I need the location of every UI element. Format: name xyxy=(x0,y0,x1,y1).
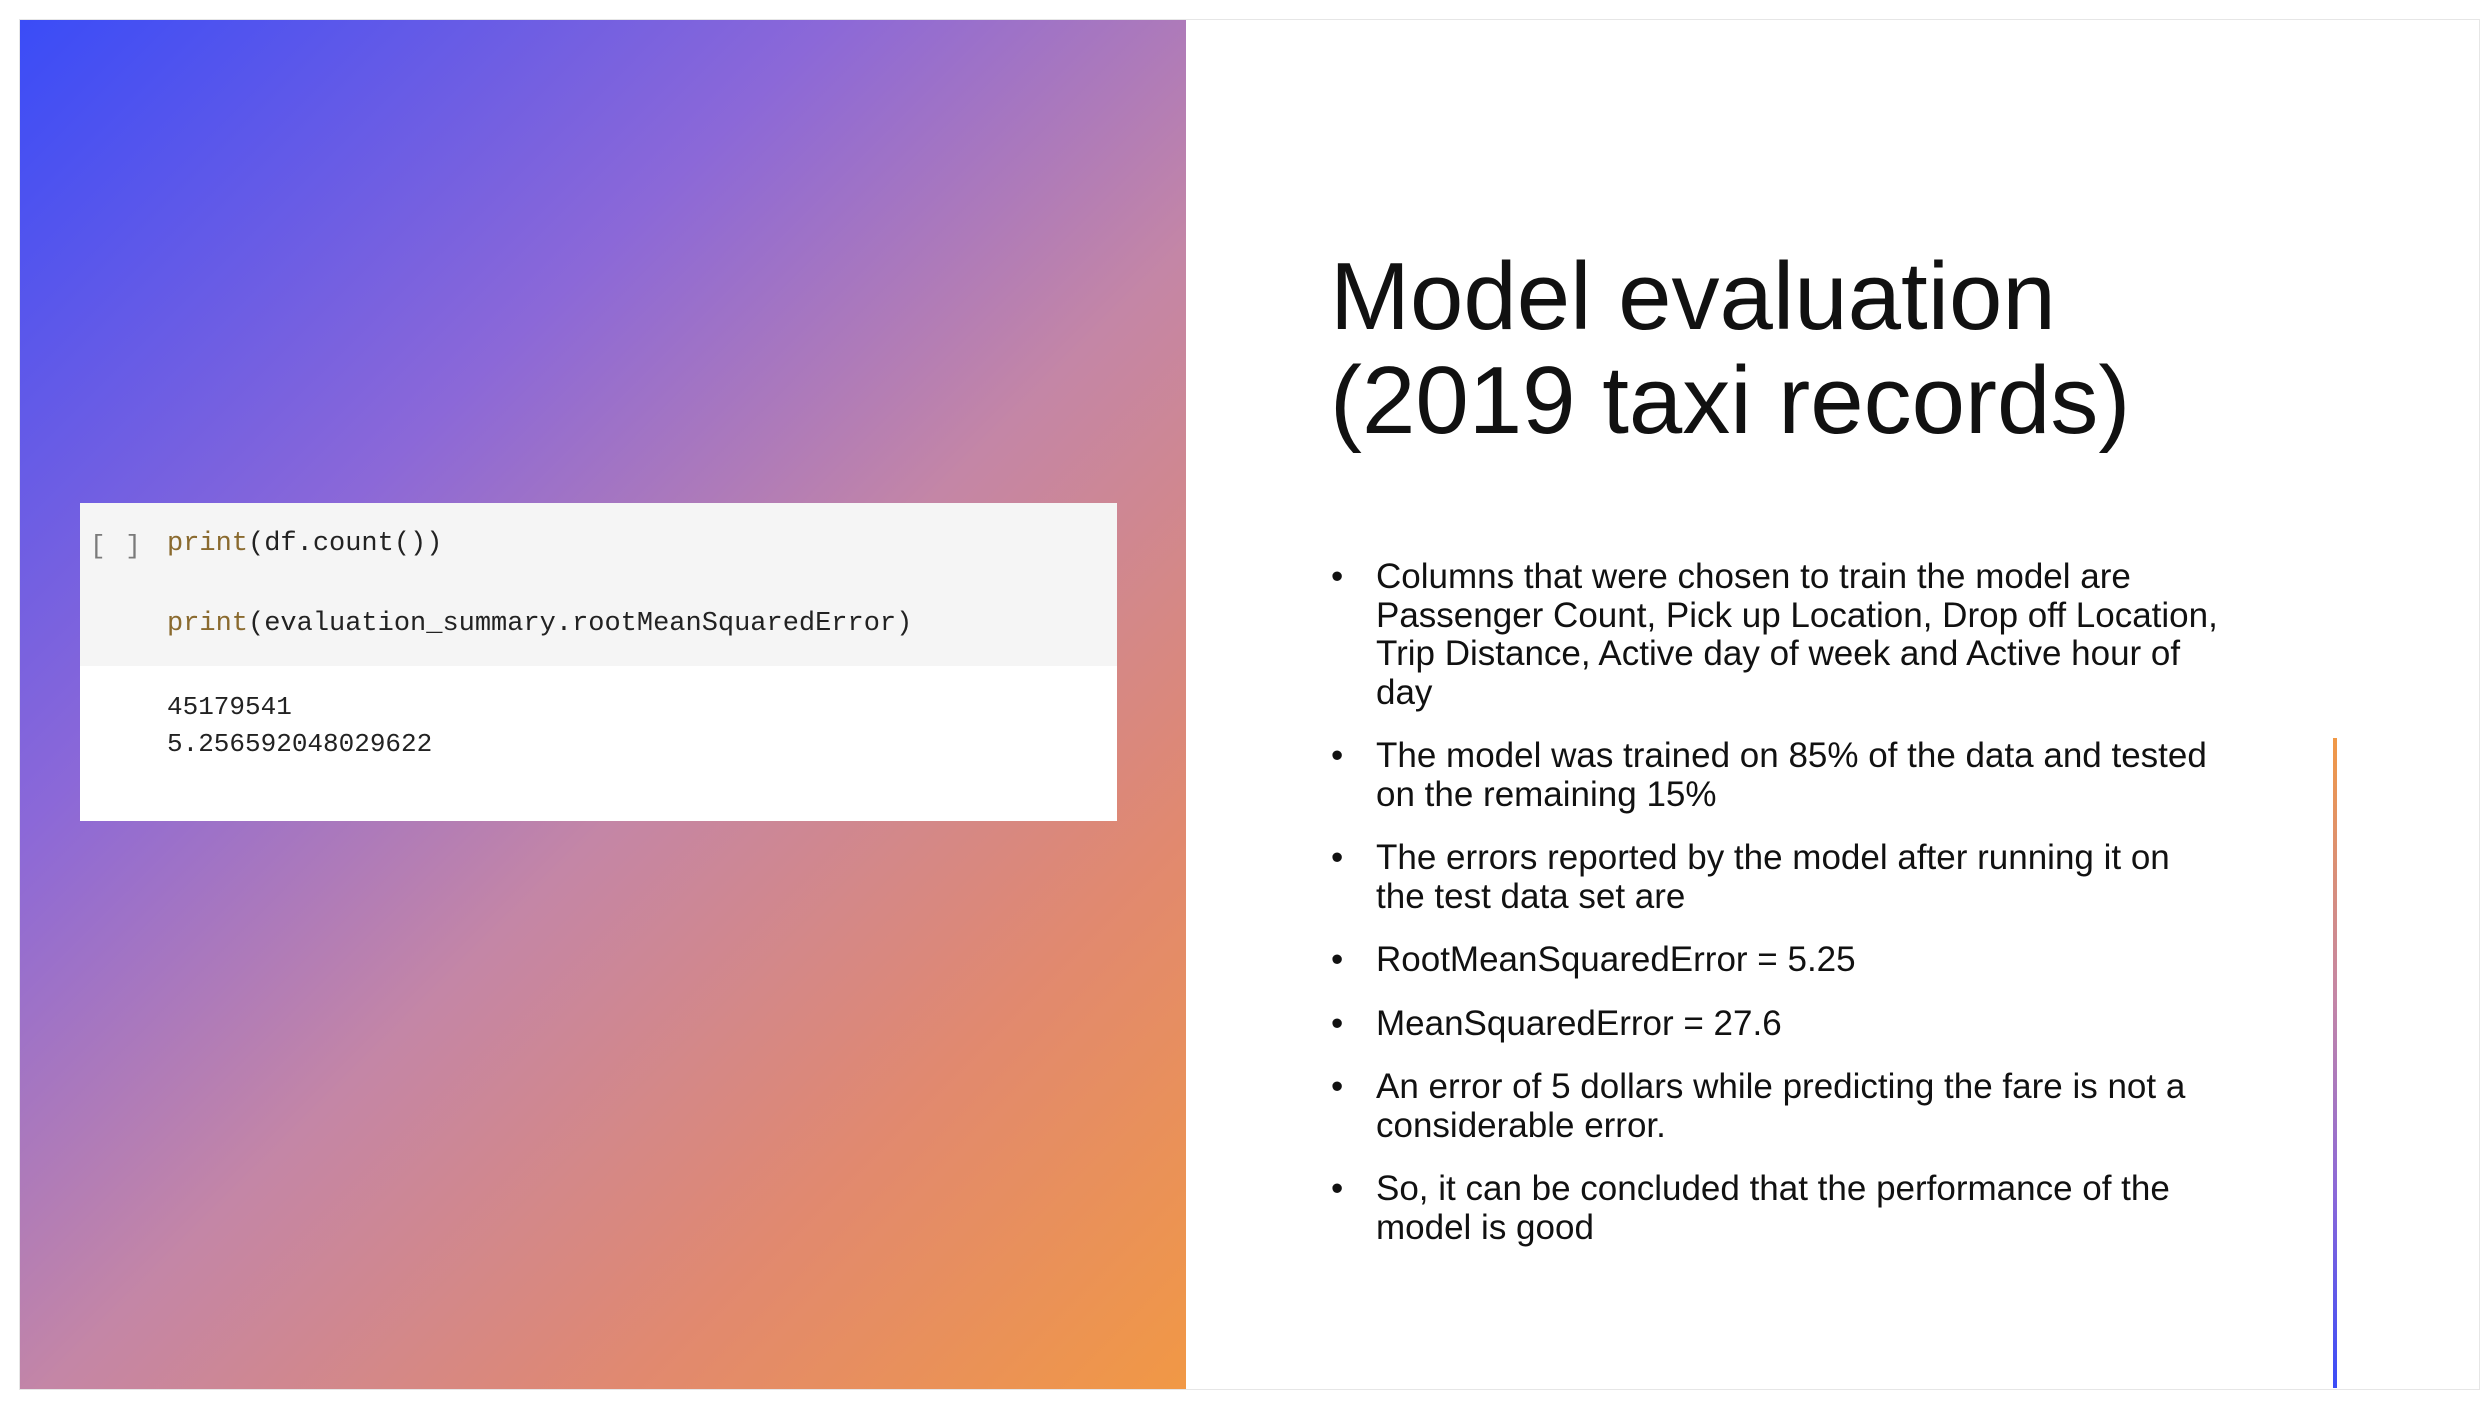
gradient-panel: [ ] print(df.count()) print(evaluation_s… xyxy=(20,20,1186,1389)
slide-title: Model evaluation (2019 taxi records) xyxy=(1330,245,2330,453)
code-cell-output: 45179541 5.256592048029622 xyxy=(167,689,432,763)
bullet-dot: • xyxy=(1331,1003,1344,1043)
code-keyword: print xyxy=(167,529,249,559)
bullet-dot: • xyxy=(1331,557,1344,596)
bullet-item: • An error of 5 dollars while predicting … xyxy=(1326,1067,2226,1145)
slide: [ ] print(df.count()) print(evaluation_s… xyxy=(19,19,2480,1390)
bullet-text: RootMeanSquaredError = 5.25 xyxy=(1376,940,1856,979)
bullet-item: • RootMeanSquaredError = 5.25 xyxy=(1326,940,2226,980)
bullet-dot: • xyxy=(1331,1169,1344,1208)
output-rmse: 5.256592048029622 xyxy=(167,729,433,759)
code-args: (df.count()) xyxy=(248,529,443,559)
code-args: (evaluation_summary.rootMeanSquaredError… xyxy=(248,609,913,639)
bullet-text: An error of 5 dollars while predicting t… xyxy=(1376,1067,2186,1145)
accent-line xyxy=(2333,738,2337,1388)
cell-prompt: [ ] xyxy=(90,531,143,561)
bullet-dot: • xyxy=(1331,1067,1344,1106)
bullet-item: • The errors reported by the model after … xyxy=(1326,838,2226,916)
bullet-text: So, it can be concluded that the perform… xyxy=(1376,1169,2170,1247)
bullet-text: MeanSquaredError = 27.6 xyxy=(1376,1003,1782,1043)
bullet-text: The errors reported by the model after r… xyxy=(1376,838,2170,916)
code-line-count: print(df.count()) xyxy=(167,529,442,559)
code-cell-screenshot: [ ] print(df.count()) print(evaluation_s… xyxy=(80,503,1117,821)
bullet-item: • The model was trained on 85% of the dat… xyxy=(1326,736,2226,814)
code-cell-input: [ ] print(df.count()) print(evaluation_s… xyxy=(80,503,1117,666)
bullet-item: • MeanSquaredError = 27.6 xyxy=(1326,1003,2226,1044)
output-count: 45179541 xyxy=(167,692,292,722)
bullet-item: • So, it can be concluded that the perfor… xyxy=(1326,1169,2226,1247)
title-line-1: Model evaluation xyxy=(1330,243,2056,350)
bullet-dot: • xyxy=(1331,736,1344,775)
bullet-dot: • xyxy=(1331,940,1344,979)
code-keyword: print xyxy=(167,609,249,639)
title-line-2: (2019 taxi records) xyxy=(1330,347,2131,454)
bullet-item: • Columns that were chosen to train the m… xyxy=(1326,557,2226,712)
bullet-dot: • xyxy=(1331,838,1344,877)
bullet-text: Columns that were chosen to train the mo… xyxy=(1376,557,2218,712)
bullet-text: The model was trained on 85% of the data… xyxy=(1376,736,2207,814)
bullet-list: • Columns that were chosen to train the m… xyxy=(1326,557,2226,1272)
code-line-rmse: print(evaluation_summary.rootMeanSquared… xyxy=(167,609,912,639)
